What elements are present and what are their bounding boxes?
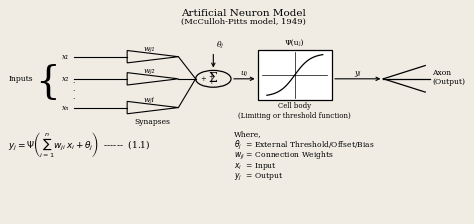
FancyBboxPatch shape	[257, 50, 332, 100]
Text: Where,: Where,	[234, 130, 262, 138]
Text: xₙ: xₙ	[62, 103, 69, 112]
Text: Σ: Σ	[209, 72, 218, 85]
Text: +: +	[208, 78, 214, 86]
Text: +: +	[201, 75, 206, 83]
Text: Axon
(Output): Axon (Output)	[432, 69, 465, 86]
Text: Ψ(uⱼ): Ψ(uⱼ)	[285, 39, 305, 47]
Text: (McCulloh-Pitts model, 1949): (McCulloh-Pitts model, 1949)	[181, 18, 306, 26]
Text: wⱼ₁: wⱼ₁	[144, 45, 155, 53]
Text: $\theta_j$  = External Threshold/Offset/Bias: $\theta_j$ = External Threshold/Offset/B…	[234, 139, 375, 152]
Text: {: {	[36, 64, 60, 101]
Text: $w_{ji}$ = Connection Weights: $w_{ji}$ = Connection Weights	[234, 150, 335, 162]
Text: $y_j$  = Output: $y_j$ = Output	[234, 172, 283, 183]
Text: Cell body
(Limiting or threshold function): Cell body (Limiting or threshold functio…	[238, 102, 351, 120]
Text: wⱼ₂: wⱼ₂	[144, 67, 155, 75]
Text: θⱼ: θⱼ	[217, 41, 223, 50]
Text: x₂: x₂	[62, 75, 69, 83]
Text: $x_i$  = Input: $x_i$ = Input	[234, 161, 277, 172]
Text: Inputs: Inputs	[9, 75, 33, 83]
Text: yⱼ: yⱼ	[355, 69, 361, 77]
Text: ·
·
·: · · ·	[73, 79, 75, 103]
Text: Synapses: Synapses	[135, 118, 171, 125]
Text: +: +	[208, 73, 214, 81]
Text: x₁: x₁	[62, 53, 69, 61]
Text: Artificial Neuron Model: Artificial Neuron Model	[181, 9, 306, 18]
Text: $y_j = \Psi\left(\sum_{i=1}^{n} w_{ji}\,x_i + \theta_j\right)$  ------  (1.1): $y_j = \Psi\left(\sum_{i=1}^{n} w_{ji}\,…	[9, 130, 151, 160]
Text: uⱼ: uⱼ	[241, 69, 248, 77]
Text: wⱼi: wⱼi	[144, 96, 155, 104]
